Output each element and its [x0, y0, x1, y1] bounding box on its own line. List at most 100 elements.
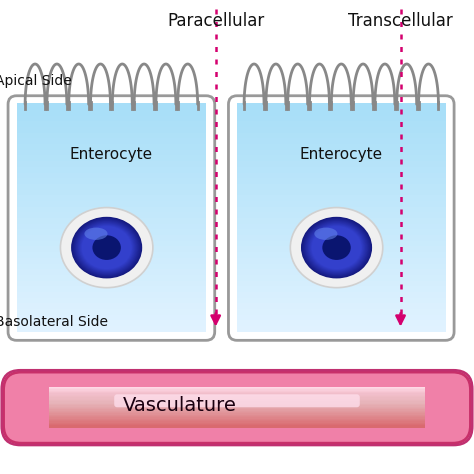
Bar: [237, 217, 446, 224]
Bar: [237, 228, 446, 235]
Text: Basolateral Side: Basolateral Side: [0, 315, 108, 329]
Bar: [17, 206, 206, 212]
Ellipse shape: [71, 217, 142, 278]
Bar: [39, 398, 435, 401]
Ellipse shape: [304, 219, 369, 276]
Bar: [237, 268, 446, 275]
Bar: [17, 200, 206, 207]
Bar: [39, 422, 435, 425]
Bar: [17, 223, 206, 229]
Bar: [39, 387, 435, 390]
Ellipse shape: [81, 226, 132, 270]
Bar: [237, 223, 446, 229]
Bar: [17, 297, 206, 303]
Bar: [17, 120, 206, 127]
Ellipse shape: [76, 221, 137, 274]
Bar: [17, 325, 206, 332]
Bar: [17, 263, 206, 269]
Bar: [17, 177, 206, 184]
Ellipse shape: [76, 221, 137, 274]
FancyBboxPatch shape: [114, 394, 360, 407]
Ellipse shape: [290, 208, 383, 288]
Bar: [49, 392, 425, 394]
Bar: [49, 407, 425, 409]
Bar: [17, 274, 206, 281]
Bar: [17, 126, 206, 133]
Bar: [237, 103, 446, 110]
Bar: [237, 263, 446, 269]
Bar: [17, 280, 206, 286]
Ellipse shape: [80, 225, 133, 271]
Bar: [17, 189, 206, 195]
Bar: [49, 412, 425, 414]
Bar: [237, 211, 446, 218]
Ellipse shape: [92, 235, 121, 260]
Bar: [17, 308, 206, 315]
Bar: [17, 172, 206, 178]
Bar: [39, 386, 435, 389]
Bar: [39, 402, 435, 405]
Bar: [49, 403, 425, 405]
Text: Enterocyte: Enterocyte: [70, 147, 153, 162]
Bar: [237, 325, 446, 332]
Bar: [17, 211, 206, 218]
Ellipse shape: [75, 220, 138, 275]
Bar: [17, 109, 206, 116]
Ellipse shape: [79, 223, 135, 272]
Bar: [39, 406, 435, 409]
Bar: [237, 143, 446, 150]
Ellipse shape: [309, 223, 365, 272]
Bar: [17, 103, 206, 110]
Bar: [49, 408, 425, 410]
Bar: [39, 421, 435, 424]
Bar: [17, 137, 206, 144]
Bar: [237, 109, 446, 116]
Bar: [17, 155, 206, 161]
Bar: [49, 410, 425, 413]
Bar: [17, 149, 206, 155]
Bar: [17, 291, 206, 298]
Ellipse shape: [310, 225, 363, 271]
Bar: [17, 268, 206, 275]
Bar: [237, 251, 446, 258]
Bar: [49, 400, 425, 402]
Bar: [49, 391, 425, 393]
Ellipse shape: [301, 217, 372, 278]
Bar: [237, 120, 446, 127]
Bar: [39, 401, 435, 403]
Bar: [17, 228, 206, 235]
Bar: [49, 388, 425, 390]
Bar: [49, 401, 425, 403]
Bar: [49, 399, 425, 401]
Bar: [237, 319, 446, 326]
Ellipse shape: [306, 221, 367, 274]
Bar: [237, 200, 446, 207]
Ellipse shape: [84, 228, 108, 240]
Bar: [39, 424, 435, 427]
Bar: [17, 115, 206, 121]
Ellipse shape: [60, 208, 153, 288]
Ellipse shape: [305, 220, 368, 275]
Bar: [49, 418, 425, 420]
Ellipse shape: [82, 226, 131, 269]
Bar: [49, 396, 425, 398]
Ellipse shape: [73, 218, 141, 277]
Bar: [17, 160, 206, 167]
Bar: [17, 257, 206, 264]
Bar: [17, 285, 206, 292]
Bar: [17, 251, 206, 258]
Bar: [17, 217, 206, 224]
Bar: [237, 280, 446, 286]
Bar: [17, 302, 206, 309]
Bar: [237, 166, 446, 173]
Bar: [17, 166, 206, 173]
Bar: [49, 405, 425, 408]
Bar: [39, 419, 435, 422]
Bar: [49, 410, 425, 411]
Bar: [17, 143, 206, 150]
Bar: [39, 395, 435, 398]
Bar: [237, 285, 446, 292]
Ellipse shape: [80, 224, 134, 271]
Text: Apical Side: Apical Side: [0, 73, 72, 88]
Bar: [49, 387, 425, 389]
